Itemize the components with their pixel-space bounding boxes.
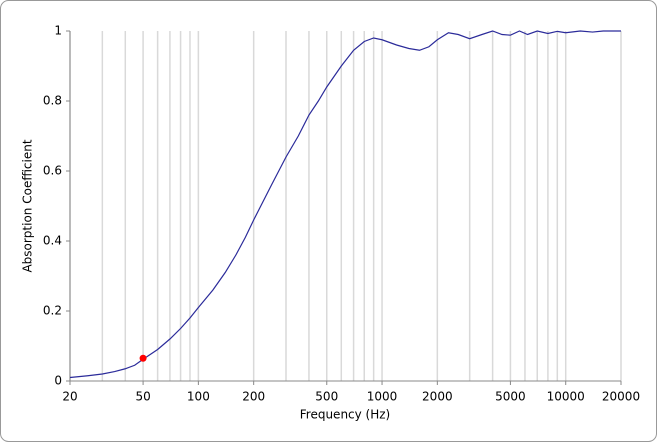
y-tick-label: 0.2: [43, 304, 62, 318]
y-axis-label: Absorption Coefficient: [21, 139, 35, 272]
x-tick-label: 5000: [495, 390, 526, 404]
y-tick-label: 0.8: [43, 94, 62, 108]
highlight-point: [139, 354, 147, 362]
y-tick-label: 0.4: [43, 234, 62, 248]
x-axis-label: Frequency (Hz): [300, 408, 391, 422]
data-line: [69, 30, 621, 379]
x-tick-label: 50: [135, 390, 150, 404]
x-tick-label: 500: [315, 390, 338, 404]
x-tick-label: 20: [62, 390, 77, 404]
x-tick-label: 200: [242, 390, 265, 404]
y-tick-label: 1: [54, 24, 62, 38]
x-tick-label: 2000: [422, 390, 453, 404]
y-tick-label: 0.6: [43, 164, 62, 178]
x-tick-label: 1000: [367, 390, 398, 404]
y-tick-label: 0: [54, 374, 62, 388]
x-tick-label: 20000: [602, 390, 640, 404]
x-tick-label: 10000: [547, 390, 585, 404]
x-tick-label: 100: [187, 390, 210, 404]
